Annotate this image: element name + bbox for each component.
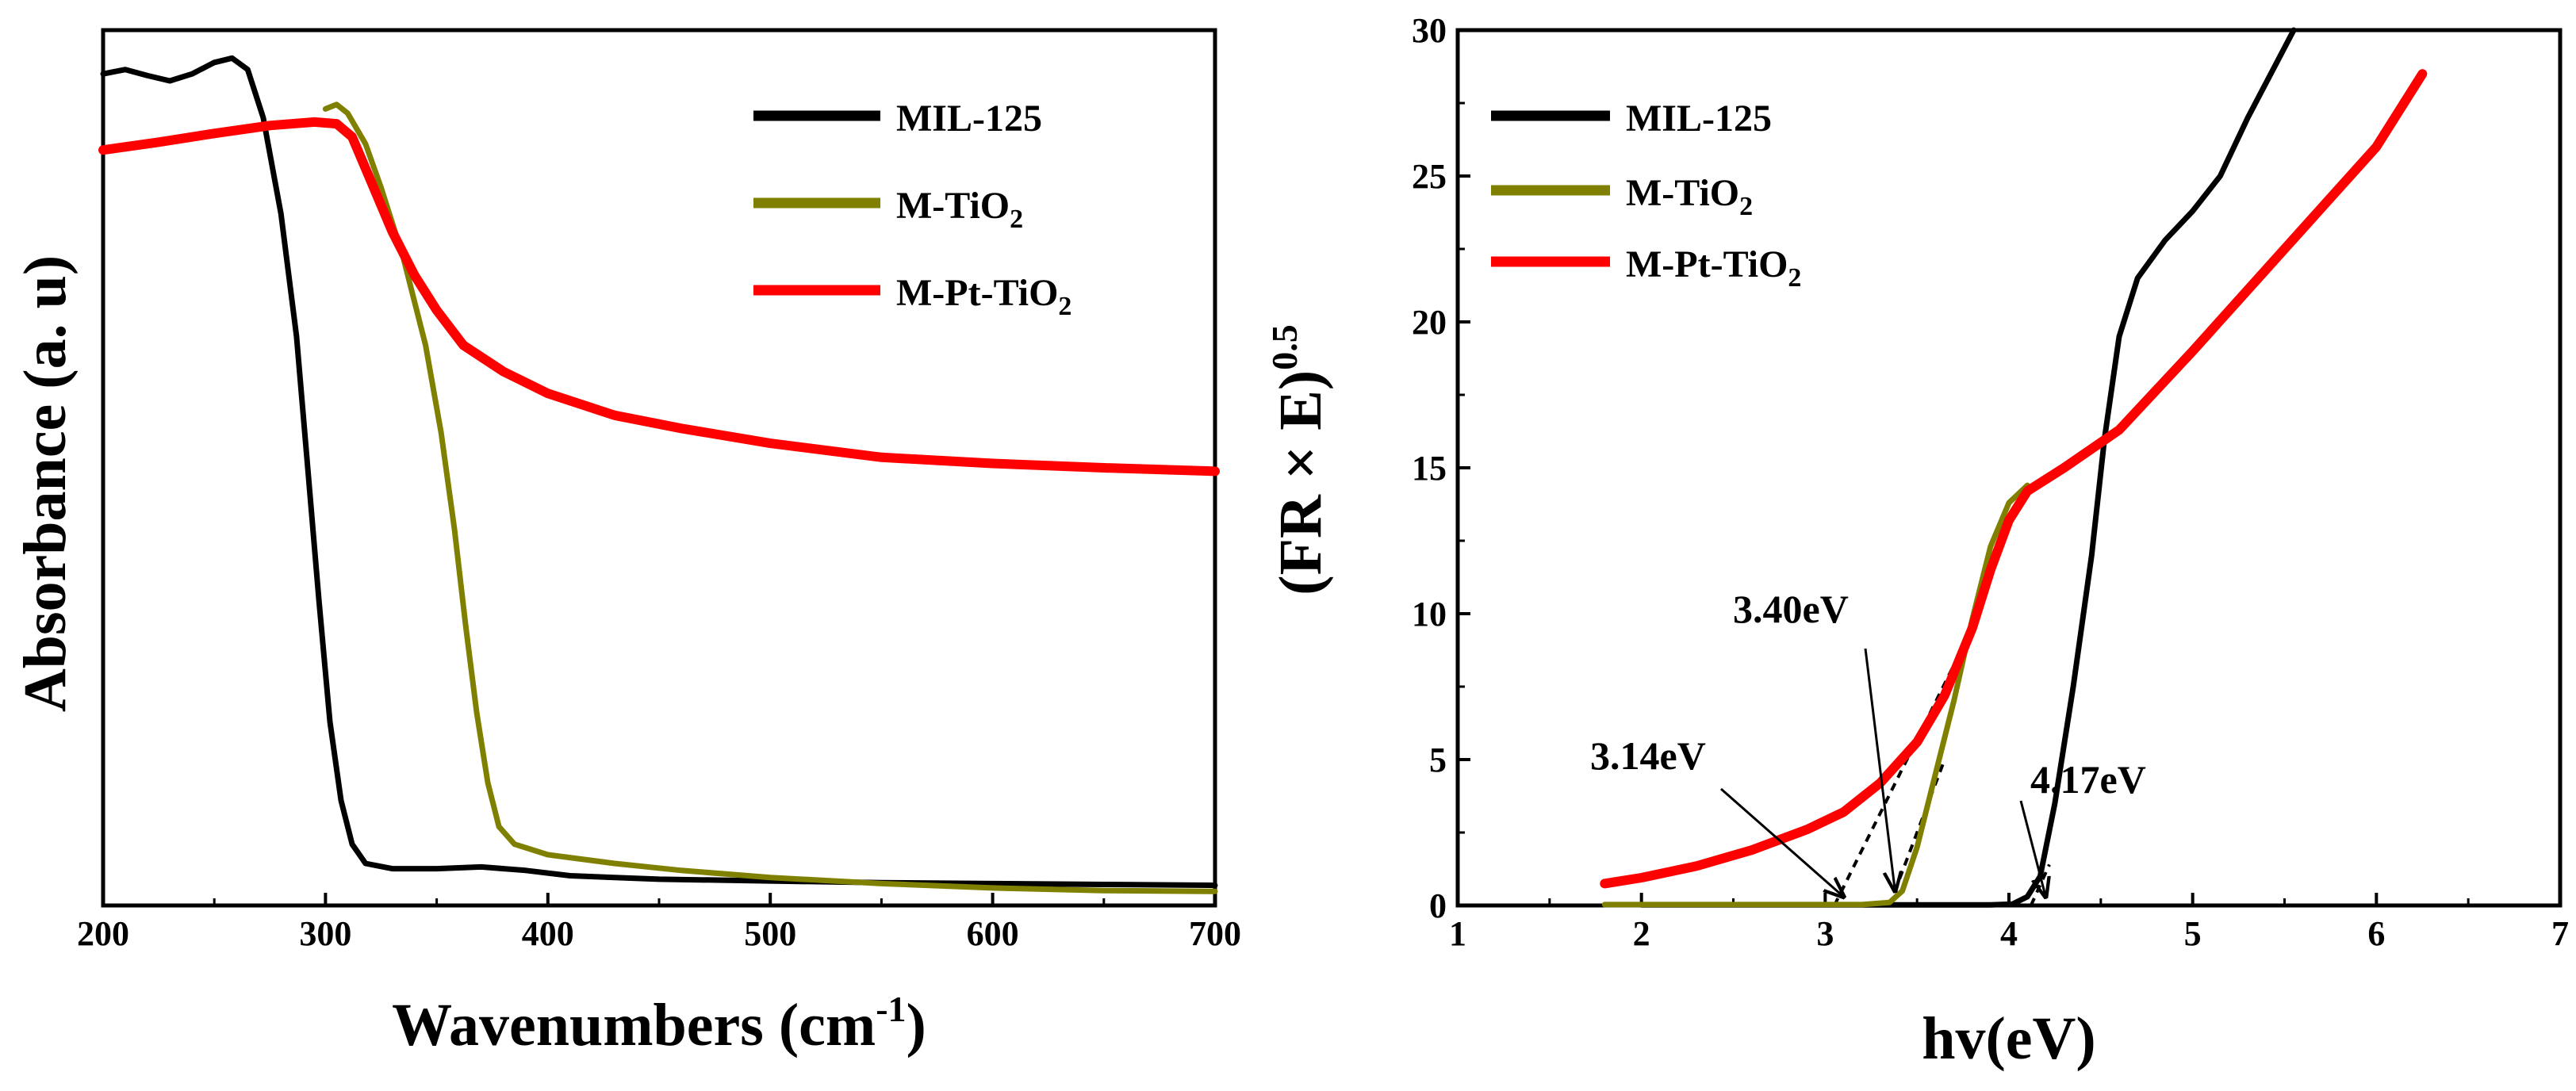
chart-absorbance: 200 300 400 500 600 700 MIL-125 M-TiO2 M-Pt-T… (12, 28, 1241, 1058)
series-group-right (1600, 27, 2428, 908)
x-tick-label-300: 300 (299, 914, 351, 953)
x-axis-title-right: hv(eV) (1922, 1005, 2096, 1072)
legend-right: MIL-125 M-TiO2 M-Pt-TiO2 (1491, 98, 1801, 293)
y-tick-label-right-5: 5 (1429, 741, 1447, 779)
y-tick-label-right-0: 0 (1429, 886, 1447, 925)
x-ticks-left: 200 300 400 500 600 700 (77, 893, 1241, 953)
legend-label-mil125: MIL-125 (896, 98, 1042, 140)
y-axis-title-left: Absorbance (a. u) (12, 255, 79, 712)
annotation-arrow-3-14ev (1720, 787, 1844, 897)
tangent-lines (1833, 627, 2051, 906)
y-axis-title-right: (FR × E)0.5 (1264, 324, 1334, 595)
x-tick-label-right-7: 7 (2551, 914, 2569, 953)
y-tick-label-right-10: 10 (1412, 595, 1447, 634)
series-line-m-pt-tio2-left (98, 117, 1220, 477)
x-tick-label-400: 400 (522, 914, 574, 953)
chart-tauc: 1 2 3 4 5 6 7 0 5 10 15 20 25 30 3.40eV 3.14eV 4.17eV M… (1264, 11, 2569, 1072)
x-axis-title-left: Wavenumbers (cm-1) (392, 989, 926, 1058)
x-tick-label-right-1: 1 (1449, 914, 1466, 953)
annotations-right: 3.40eV 3.14eV 4.17eV (1590, 587, 2146, 897)
series-line-m-tio2-right (1601, 482, 2030, 908)
x-tick-label-500: 500 (744, 914, 796, 953)
legend-left: MIL-125 M-TiO2 M-Pt-TiO2 (753, 98, 1071, 321)
x-tick-label-200: 200 (77, 914, 129, 953)
y-tick-label-right-25: 25 (1412, 157, 1447, 196)
series-line-mil-125-left (100, 55, 1218, 889)
x-tick-label-right-4: 4 (2000, 914, 2018, 953)
x-tick-label-700: 700 (1189, 914, 1241, 953)
x-tick-label-right-5: 5 (2184, 914, 2202, 953)
y-tick-label-right-30: 30 (1412, 11, 1447, 50)
series-line-mil-125-right (1639, 27, 2297, 908)
annotation-label-4-17ev: 4.17eV (2030, 757, 2146, 802)
y-tick-label-right-20: 20 (1412, 303, 1447, 342)
annotation-label-3-40ev: 3.40eV (1733, 587, 1849, 631)
legend-label-m-tio2-right: M-TiO2 (1626, 172, 1753, 221)
x-tick-label-right-3: 3 (1816, 914, 1834, 953)
x-tick-label-right-2: 2 (1633, 914, 1650, 953)
axis-ticks-right: 1 2 3 4 5 6 7 0 5 10 15 20 25 30 (1412, 11, 2569, 953)
x-tick-label-600: 600 (967, 914, 1019, 953)
annotation-arrow-4-17ev (2019, 800, 2045, 897)
legend-label-m-pt-tio2-right: M-Pt-TiO2 (1626, 243, 1801, 293)
annotation-label-3-14ev: 3.14eV (1590, 733, 1706, 778)
annotation-arrow-3-40ev (1864, 648, 1895, 891)
legend-label-m-pt-tio2: M-Pt-TiO2 (896, 272, 1071, 321)
series-group-left (98, 55, 1220, 894)
series-line-m-pt-tio2-right (1600, 69, 2428, 889)
y-tick-label-right-15: 15 (1412, 449, 1447, 488)
series-line-m-tio2-left (322, 101, 1218, 894)
legend-label-mil125-right: MIL-125 (1626, 98, 1772, 140)
x-tick-label-right-6: 6 (2367, 914, 2385, 953)
legend-label-m-tio2: M-TiO2 (896, 185, 1023, 234)
